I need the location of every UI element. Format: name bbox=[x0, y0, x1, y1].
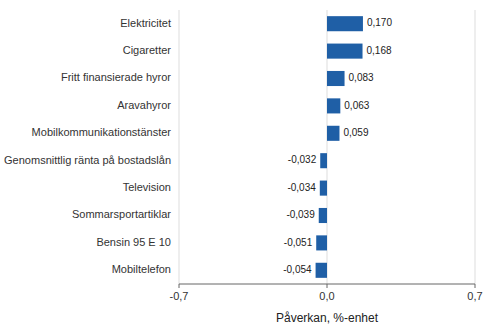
data-label: 0,168 bbox=[367, 45, 392, 56]
bar bbox=[327, 126, 339, 141]
bar bbox=[316, 263, 327, 278]
category-label: Sommarsportartiklar bbox=[72, 208, 171, 220]
data-label: -0,054 bbox=[283, 264, 312, 275]
bar bbox=[320, 153, 327, 168]
bar bbox=[327, 71, 345, 86]
category-label: Fritt finansierade hyror bbox=[61, 71, 171, 83]
data-label: 0,083 bbox=[349, 72, 374, 83]
data-label: -0,039 bbox=[286, 209, 315, 220]
bar bbox=[327, 98, 340, 113]
data-label: 0,063 bbox=[344, 100, 369, 111]
tick-mark bbox=[475, 284, 476, 288]
grid-line bbox=[179, 10, 180, 284]
x-axis-line bbox=[179, 284, 475, 285]
tick-mark bbox=[179, 284, 180, 288]
category-label: Aravahyror bbox=[117, 99, 171, 111]
tick-label: 0,0 bbox=[319, 290, 334, 302]
data-label: 0,170 bbox=[367, 17, 392, 28]
data-label: 0,059 bbox=[343, 127, 368, 138]
bar bbox=[327, 16, 363, 31]
category-label: Cigaretter bbox=[123, 44, 172, 56]
x-axis-title: Påverkan, %-enhet bbox=[276, 311, 379, 325]
grid bbox=[179, 10, 475, 284]
bar bbox=[320, 181, 327, 196]
category-label: Genomsnittlig ränta på bostadslån bbox=[4, 154, 171, 166]
bars bbox=[316, 16, 363, 278]
category-label: Mobiltelefon bbox=[112, 263, 171, 275]
tick-label: 0,7 bbox=[467, 290, 482, 302]
data-label: -0,034 bbox=[287, 182, 316, 193]
chart: Mobiltelefon Bensin 95 E 10 Sommarsportart… bbox=[0, 0, 491, 330]
tick-label: -0,7 bbox=[170, 290, 189, 302]
data-label: -0,051 bbox=[284, 237, 313, 248]
bar bbox=[316, 235, 327, 250]
category-label: Bensin 95 E 10 bbox=[96, 236, 171, 248]
data-label: -0,032 bbox=[288, 154, 317, 165]
bar bbox=[327, 44, 363, 59]
grid-line bbox=[475, 10, 476, 284]
category-label: Television bbox=[123, 181, 171, 193]
tick-mark bbox=[327, 284, 328, 288]
category-label: Elektricitet bbox=[120, 17, 171, 29]
bar bbox=[319, 208, 327, 223]
category-label: Mobilkommunikationstänster bbox=[32, 126, 172, 138]
